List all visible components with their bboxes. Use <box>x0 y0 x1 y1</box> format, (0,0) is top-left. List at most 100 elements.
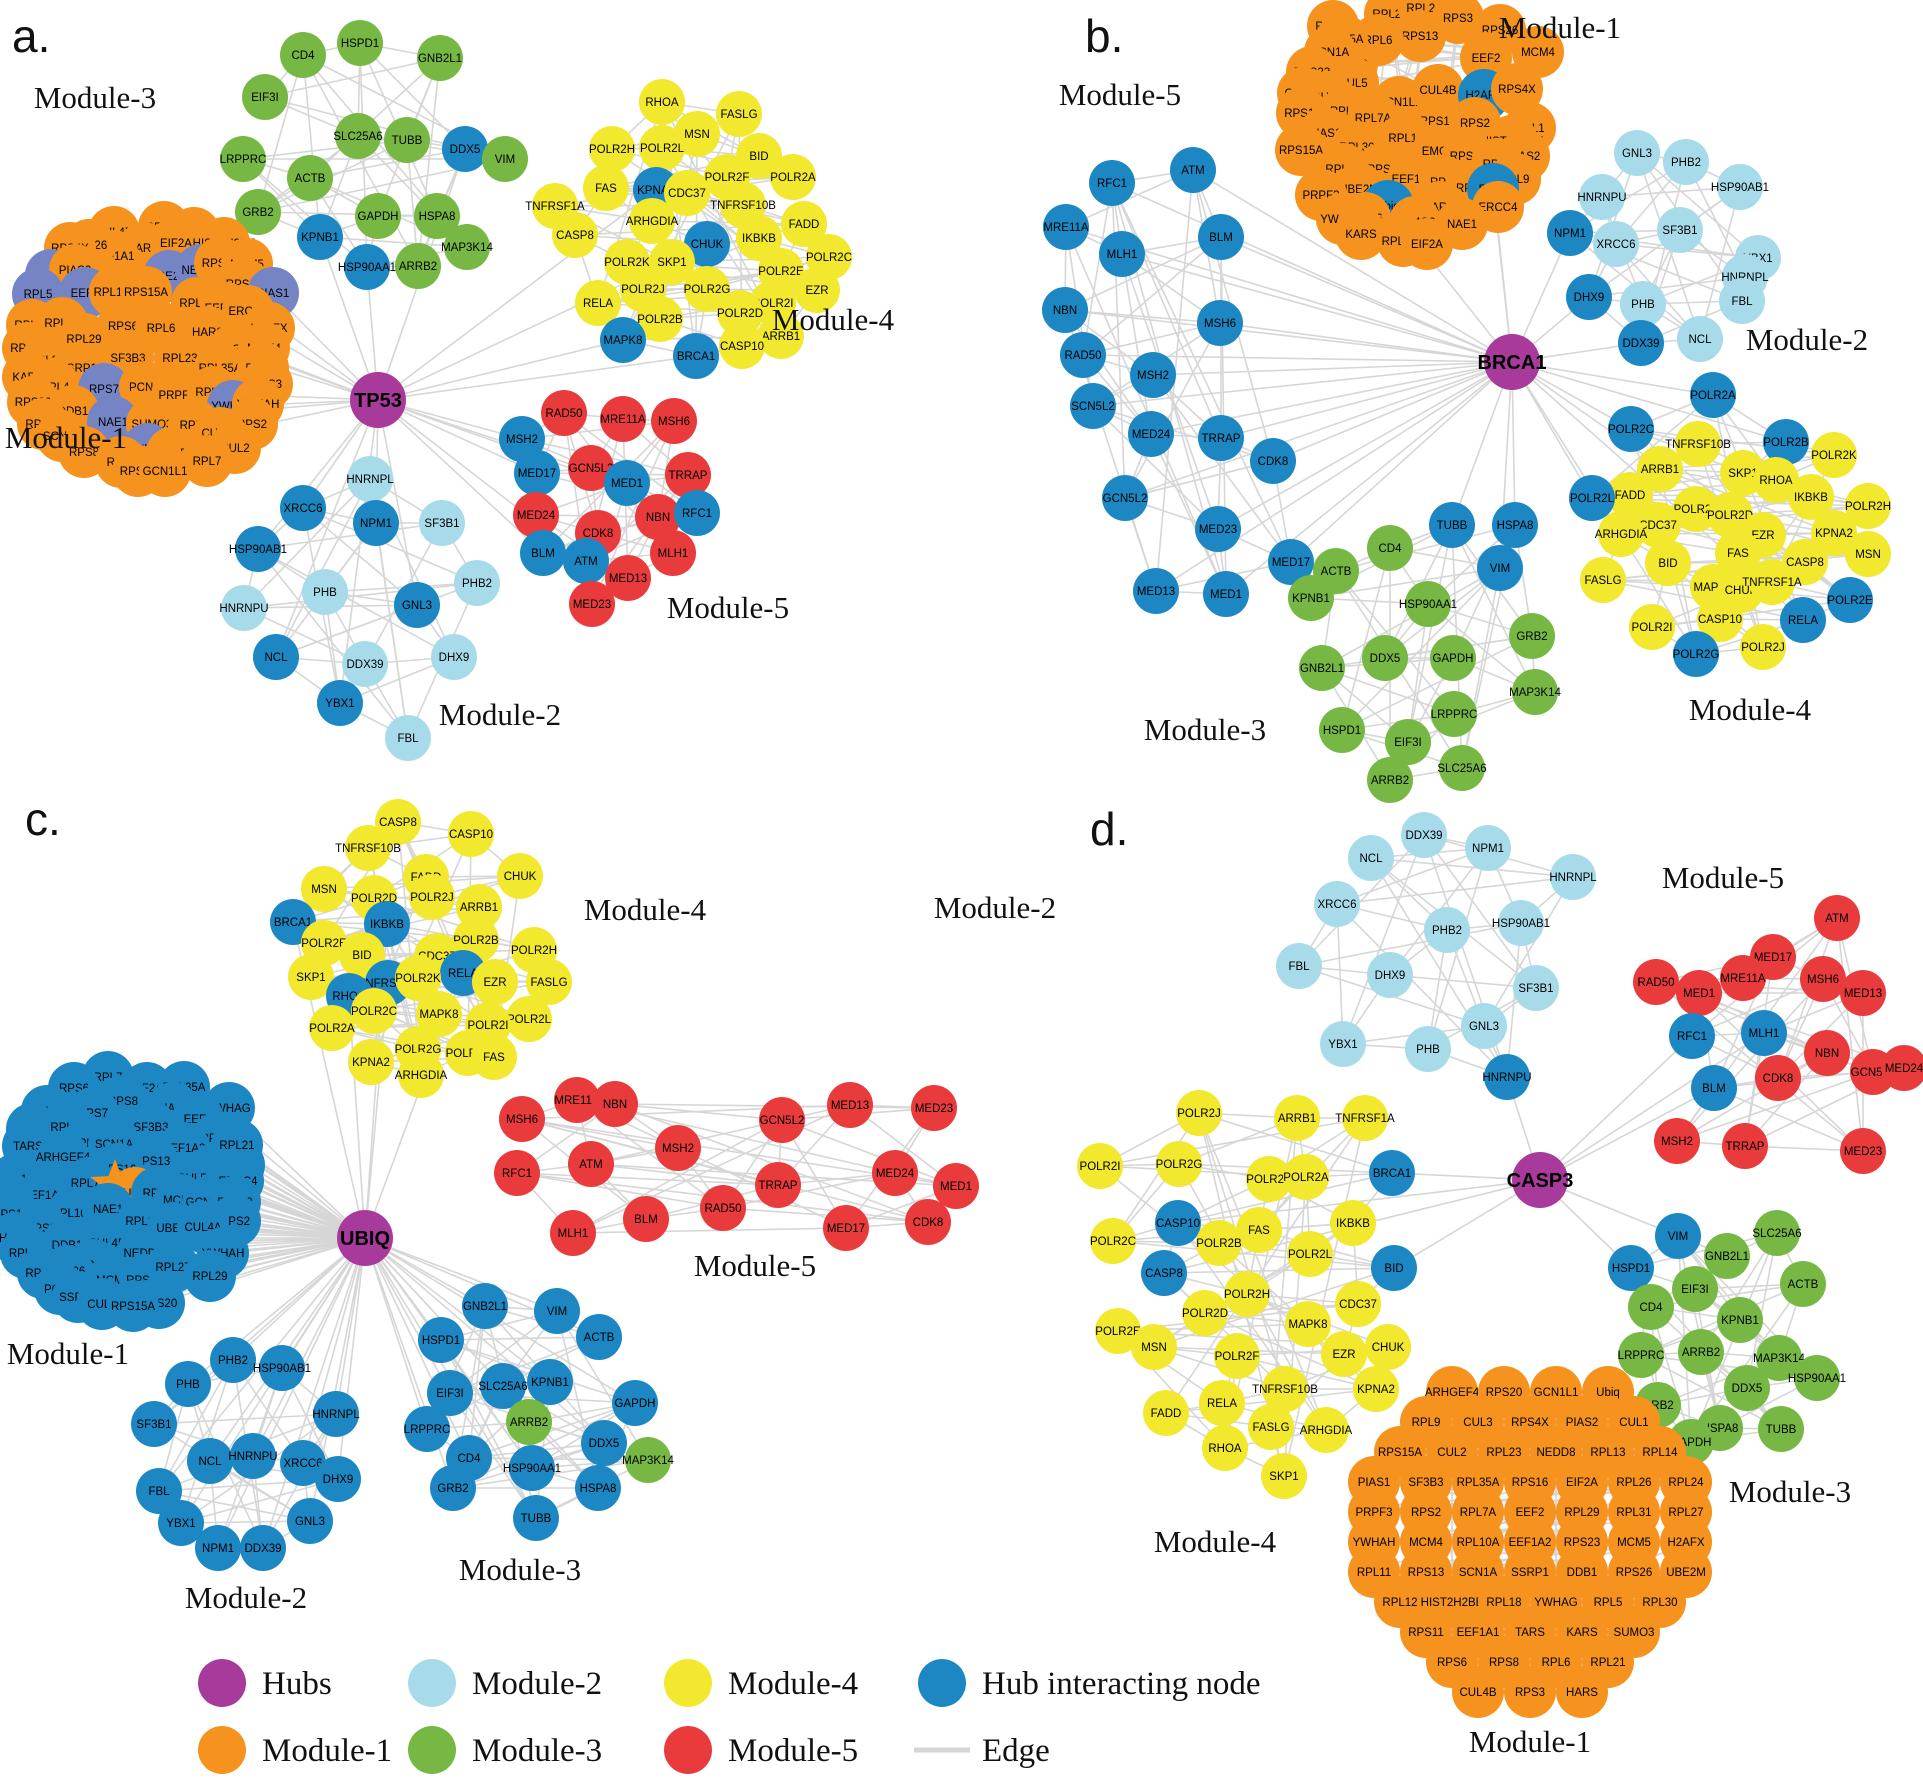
network-node[interactable] <box>589 126 635 172</box>
network-node[interactable] <box>398 1052 444 1098</box>
network-node[interactable] <box>287 155 333 201</box>
network-node[interactable] <box>337 20 383 66</box>
network-node[interactable] <box>514 450 560 496</box>
network-node[interactable] <box>716 91 762 137</box>
network-node[interactable] <box>520 530 566 576</box>
network-node[interactable] <box>1811 432 1857 478</box>
network-node[interactable] <box>456 884 502 930</box>
network-node[interactable] <box>394 582 440 628</box>
network-node[interactable] <box>684 221 730 267</box>
network-node[interactable] <box>526 959 572 1005</box>
network-node[interactable] <box>342 641 388 687</box>
network-node[interactable] <box>1288 575 1334 621</box>
network-node[interactable] <box>288 954 334 1000</box>
network-node[interactable] <box>605 555 651 601</box>
network-node[interactable] <box>506 996 552 1042</box>
network-node[interactable] <box>513 492 559 538</box>
network-node[interactable] <box>1250 438 1296 484</box>
network-node[interactable] <box>664 170 710 216</box>
network-node[interactable] <box>355 193 401 239</box>
network-node[interactable] <box>253 634 299 680</box>
network-node[interactable] <box>1430 635 1476 681</box>
network-node[interactable] <box>414 193 460 239</box>
network-node[interactable] <box>417 35 463 81</box>
network-node[interactable] <box>301 866 347 912</box>
network-node[interactable] <box>1195 506 1241 552</box>
network-node[interactable] <box>568 1141 614 1187</box>
network-node[interactable] <box>665 452 711 498</box>
network-node[interactable] <box>494 1150 540 1196</box>
network-node[interactable] <box>592 1081 638 1127</box>
network-node[interactable] <box>1133 568 1179 614</box>
network-node[interactable] <box>600 396 646 442</box>
network-node[interactable] <box>700 1185 746 1231</box>
network-node[interactable] <box>563 538 609 584</box>
hub-node[interactable] <box>337 1210 393 1266</box>
network-node[interactable] <box>1276 943 1322 989</box>
network-node[interactable] <box>1492 502 1538 548</box>
network-node[interactable] <box>1198 415 1244 461</box>
network-node[interactable] <box>471 1034 517 1080</box>
network-node[interactable] <box>1673 486 1719 532</box>
network-node[interactable] <box>823 1205 869 1251</box>
network-node[interactable] <box>1569 475 1615 521</box>
network-node[interactable] <box>1405 581 1451 627</box>
network-node[interactable] <box>759 1097 805 1143</box>
network-node[interactable] <box>409 874 455 920</box>
network-node[interactable] <box>1673 631 1719 677</box>
network-node[interactable] <box>1740 624 1786 670</box>
network-node[interactable] <box>1348 835 1394 881</box>
network-node[interactable] <box>242 74 288 120</box>
network-node[interactable] <box>1512 669 1558 715</box>
network-node[interactable] <box>1827 577 1873 623</box>
network-node[interactable] <box>1275 124 1327 176</box>
network-node[interactable] <box>431 634 477 680</box>
network-node[interactable] <box>639 79 685 125</box>
network-node[interactable] <box>1780 597 1826 643</box>
network-node[interactable] <box>1268 539 1314 585</box>
network-node[interactable] <box>674 111 720 157</box>
network-node[interactable] <box>165 1361 211 1407</box>
network-node[interactable] <box>480 1363 526 1409</box>
network-node[interactable] <box>1618 320 1664 366</box>
network-node[interactable] <box>1170 147 1216 193</box>
network-node[interactable] <box>1320 1021 1366 1067</box>
network-node[interactable] <box>1070 383 1116 429</box>
network-node[interactable] <box>1715 530 1761 576</box>
network-node[interactable] <box>781 201 827 247</box>
network-node[interactable] <box>221 585 267 631</box>
network-node[interactable] <box>1335 208 1387 260</box>
network-node[interactable] <box>569 581 615 627</box>
network-node[interactable] <box>1782 539 1828 585</box>
network-node[interactable] <box>1550 854 1596 900</box>
network-node[interactable] <box>472 959 518 1005</box>
network-node[interactable] <box>181 435 233 487</box>
network-node[interactable] <box>758 313 804 359</box>
network-node[interactable] <box>353 500 399 546</box>
network-node[interactable] <box>385 715 431 761</box>
network-node[interactable] <box>184 1250 236 1302</box>
network-node[interactable] <box>1405 1026 1451 1072</box>
network-node[interactable] <box>1657 207 1703 253</box>
network-node[interactable] <box>1579 174 1625 220</box>
network-node[interactable] <box>107 1280 159 1332</box>
network-node[interactable] <box>1637 446 1683 492</box>
network-node[interactable] <box>287 1498 333 1544</box>
network-node[interactable] <box>302 569 348 615</box>
network-node[interactable] <box>1477 545 1523 591</box>
network-node[interactable] <box>1401 812 1447 858</box>
network-node[interactable] <box>527 1359 573 1405</box>
network-node[interactable] <box>550 1210 596 1256</box>
network-node[interactable] <box>1547 210 1593 256</box>
network-node[interactable] <box>448 811 494 857</box>
network-node[interactable] <box>375 799 421 845</box>
network-node[interactable] <box>1099 231 1145 277</box>
network-node[interactable] <box>1465 825 1511 871</box>
network-node[interactable] <box>1608 406 1654 452</box>
network-node[interactable] <box>345 825 391 871</box>
network-node[interactable] <box>827 1082 873 1128</box>
network-node[interactable] <box>1629 604 1675 650</box>
network-node[interactable] <box>195 1525 241 1571</box>
network-node[interactable] <box>639 125 685 171</box>
network-node[interactable] <box>673 333 719 379</box>
